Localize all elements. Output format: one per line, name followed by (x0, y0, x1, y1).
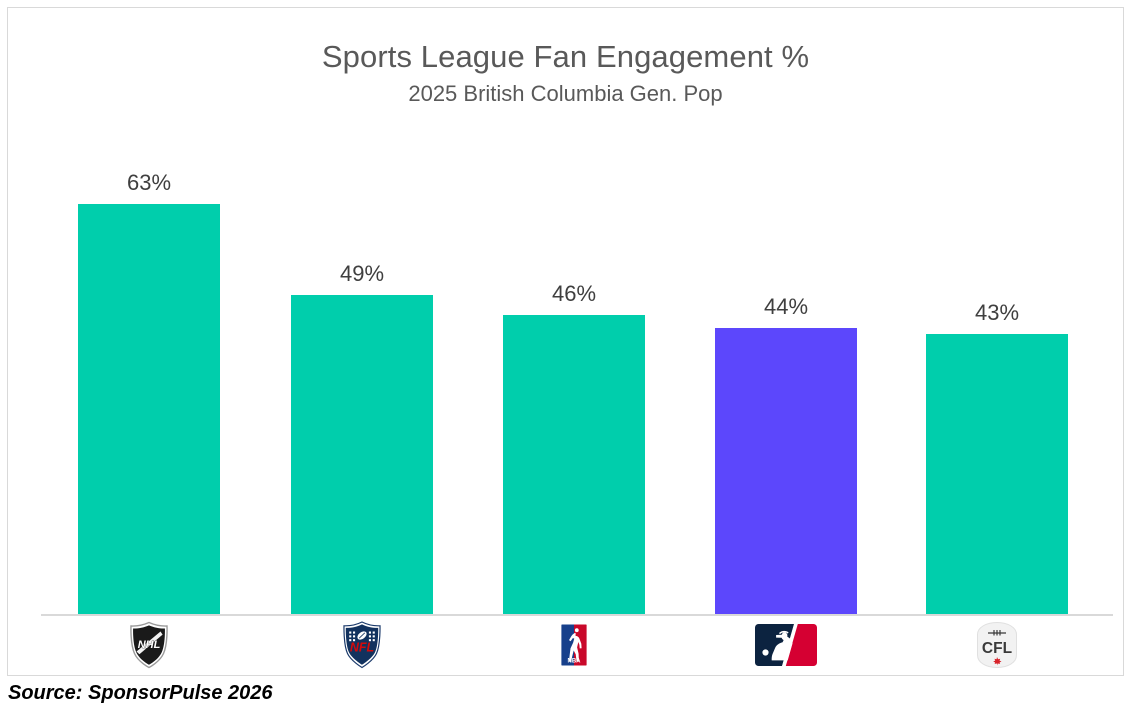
bar-group-nhl: 63% (78, 170, 220, 614)
x-axis-line (41, 614, 1113, 616)
chart-subtitle: 2025 British Columbia Gen. Pop (408, 81, 723, 106)
bar-group-mlb: 44% (715, 294, 857, 614)
chart-title-block: Sports League Fan Engagement % 2025 Brit… (8, 38, 1123, 109)
svg-text:CFL: CFL (982, 640, 1012, 657)
x-tick-cfl: CFL (926, 619, 1068, 671)
x-tick-nfl: NFL (291, 619, 433, 671)
nfl-logo: NFL (343, 621, 381, 669)
page-title: Sports League Fan Engagement % (321, 39, 810, 74)
bar-group-nfl: 49% (291, 261, 433, 614)
source-note: Source: SponsorPulse 2026 (8, 682, 273, 704)
bar-group-nba: 46% (503, 281, 645, 614)
svg-text:NBA: NBA (568, 659, 582, 665)
mlb-logo (755, 624, 817, 666)
bar-mlb[interactable] (715, 328, 857, 614)
bar-nfl[interactable] (291, 295, 433, 614)
bar-group-cfl: 43% (926, 300, 1068, 614)
bar-value-label-mlb: 44% (763, 294, 809, 319)
bar-value-label-cfl: 43% (974, 300, 1020, 325)
chart-card: Sports League Fan Engagement % 2025 Brit… (7, 7, 1124, 676)
nba-logo: NBA (559, 621, 589, 669)
nhl-logo: NHL (130, 621, 168, 669)
svg-text:NFL: NFL (350, 641, 374, 655)
bar-cfl[interactable] (926, 334, 1068, 614)
bar-nhl[interactable] (78, 204, 220, 614)
bar-value-label-nfl: 49% (339, 261, 385, 286)
bar-nba[interactable] (503, 315, 645, 614)
cfl-logo: CFL (977, 621, 1017, 669)
x-tick-nba: NBA (503, 619, 645, 671)
svg-text:NHL: NHL (138, 639, 161, 651)
plot-area: 63% 49% 46% 44% 43% (8, 8, 1125, 677)
x-tick-nhl: NHL (78, 619, 220, 671)
bar-value-label-nba: 46% (551, 281, 597, 306)
x-tick-mlb (715, 619, 857, 671)
bar-value-label-nhl: 63% (126, 170, 172, 195)
